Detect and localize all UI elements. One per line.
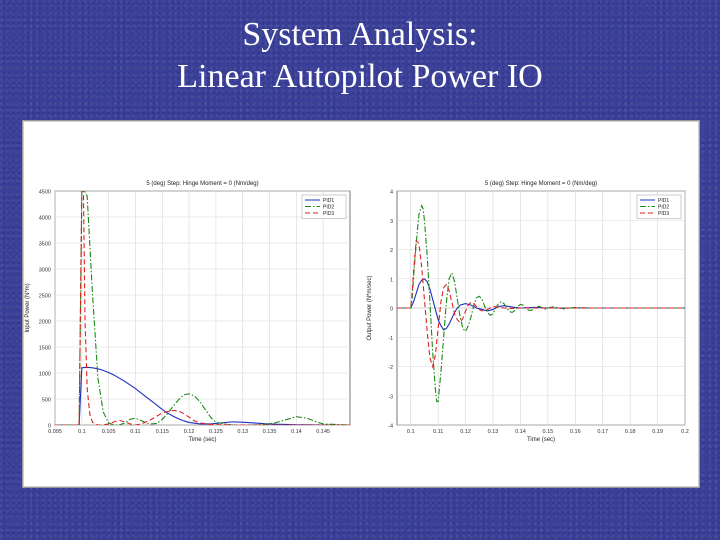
legend-label-pid1: PID1	[658, 198, 669, 204]
y-axis-label: Input Power (N*m)	[25, 283, 31, 332]
legend-label-pid2: PID2	[658, 205, 669, 211]
y-tick-label: 1	[390, 277, 393, 283]
x-tick-label: 0.15	[542, 429, 553, 435]
y-tick-label: 2500	[39, 294, 51, 300]
y-tick-label: 2	[390, 248, 393, 254]
chart-2: -4 -3 -2 -1 0 1 2 3 4 0.1 0.11 0.12 0.13 0.14 0.15 0.16…	[367, 181, 689, 443]
x-tick-label: 0.13	[488, 429, 499, 435]
x-tick-label: 0.19	[652, 429, 663, 435]
y-tick-label: 3	[390, 219, 393, 225]
x-tick-label: 0.145	[316, 429, 330, 435]
x-tick-label: 0.13	[237, 429, 248, 435]
plot-area	[54, 190, 351, 426]
x-axis-label: Time (sec)	[527, 437, 555, 443]
y-tick-label: -3	[388, 394, 393, 400]
legend-label-pid3: PID3	[323, 211, 334, 217]
slide-title: System Analysis: Linear Autopilot Power …	[0, 14, 720, 98]
x-tick-label: 0.125	[209, 429, 223, 435]
x-tick-label: 0.095	[48, 429, 62, 435]
charts-svg: 0 500 1000 1500 2000 2500 3000 3500 4000 4500 0.09…	[25, 181, 689, 443]
x-tick-label: 0.1	[407, 429, 415, 435]
x-tick-label: 0.2	[681, 429, 689, 435]
chart-title: 5 (deg) Step: Hinge Moment = 0 (Nm/deg)	[146, 181, 258, 187]
x-axis-label: Time (sec)	[188, 437, 216, 443]
y-tick-label: 1000	[39, 372, 51, 378]
y-tick-label: 500	[42, 398, 51, 404]
chart-title: 5 (deg) Step: Hinge Moment = 0 (Nm/deg)	[485, 181, 597, 187]
x-tick-label: 0.11	[130, 429, 140, 435]
x-tick-label: 0.115	[156, 429, 169, 435]
x-tick-label: 0.105	[102, 429, 116, 435]
y-tick-label: 2000	[39, 320, 51, 326]
y-tick-label: 0	[390, 307, 393, 313]
legend-label-pid1: PID1	[323, 198, 334, 204]
y-tick-label: 3500	[39, 242, 51, 248]
y-tick-label: -4	[388, 424, 393, 430]
y-tick-label: 3000	[39, 268, 51, 274]
series-pid3	[397, 239, 685, 369]
slide-title-line-1: System Analysis:	[242, 16, 478, 53]
legend-label-pid3: PID3	[658, 211, 669, 217]
y-tick-label: 4500	[39, 190, 51, 196]
figure-panel: 0 500 1000 1500 2000 2500 3000 3500 4000 4500 0.09…	[22, 120, 700, 488]
y-tick-label: 0	[48, 424, 51, 430]
x-tick-label: 0.12	[184, 429, 195, 435]
y-axis-label: Output Power (N*m/sec)	[367, 275, 373, 340]
x-tick-label: 0.12	[460, 429, 471, 435]
y-tick-label: 4	[390, 190, 393, 196]
chart-1: 0 500 1000 1500 2000 2500 3000 3500 4000 4500 0.09…	[25, 181, 351, 443]
y-tick-label: -1	[388, 336, 393, 342]
x-tick-label: 0.1	[78, 429, 86, 435]
x-tick-label: 0.14	[515, 429, 526, 435]
series-pid2	[55, 191, 350, 425]
x-tick-label: 0.16	[570, 429, 581, 435]
x-tick-label: 0.17	[597, 429, 608, 435]
x-tick-label: 0.18	[625, 429, 636, 435]
slide-title-line-2: Linear Autopilot Power IO	[177, 58, 543, 95]
y-tick-label: -2	[388, 365, 393, 371]
x-tick-label: 0.11	[433, 429, 443, 435]
x-tick-label: 0.14	[291, 429, 302, 435]
y-tick-label: 1500	[39, 346, 51, 352]
x-tick-label: 0.135	[263, 429, 277, 435]
y-tick-label: 4000	[39, 216, 51, 222]
legend-label-pid2: PID2	[323, 205, 334, 211]
